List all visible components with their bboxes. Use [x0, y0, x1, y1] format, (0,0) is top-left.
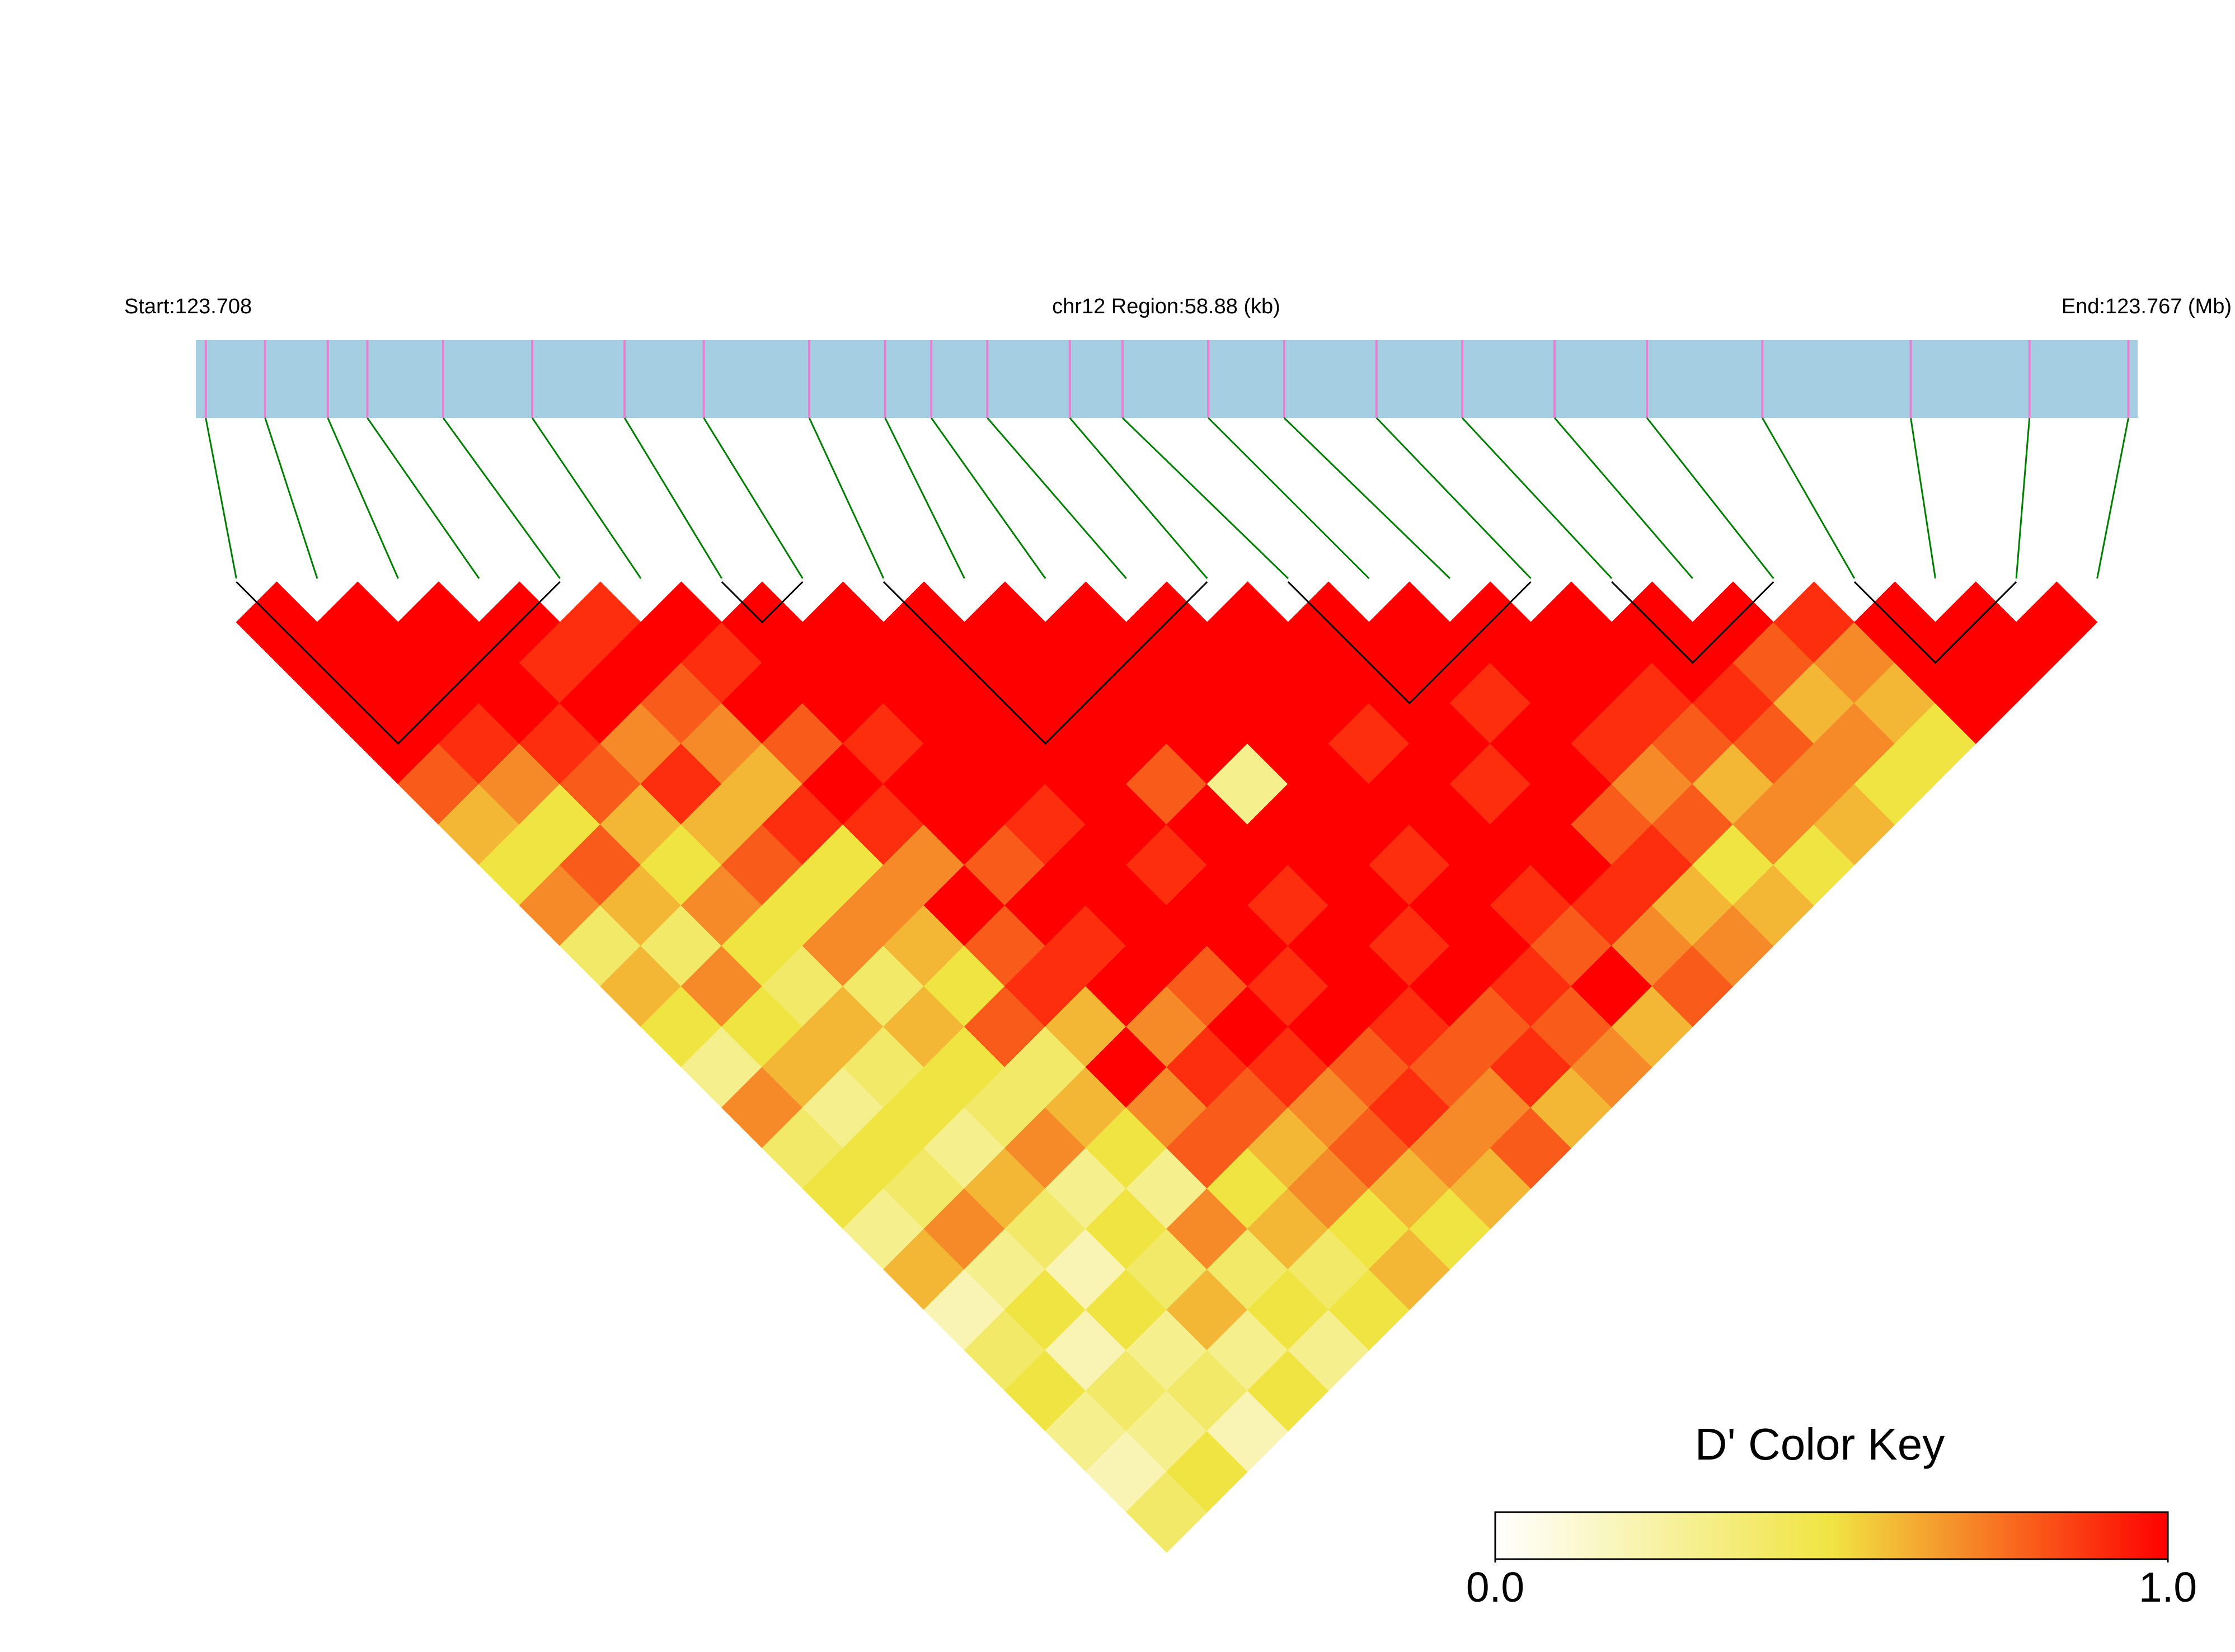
snp-link: [1553, 417, 1693, 579]
snp-link: [442, 417, 561, 579]
ld-block: [721, 581, 804, 624]
snp-link: [703, 417, 804, 579]
snp-link: [1283, 417, 1451, 580]
snp-link: [1461, 417, 1613, 580]
region-label: chr12 Region:58.88 (kb): [1052, 295, 1280, 318]
snp-link: [1069, 417, 1208, 579]
snp-link: [987, 417, 1127, 579]
snp-link: [930, 417, 1046, 579]
ld-block: [882, 581, 1208, 745]
snp-link: [264, 417, 318, 579]
snp-link: [1646, 417, 1774, 579]
color-key: [1494, 1511, 2169, 1560]
snp-link: [327, 417, 399, 579]
snp-link: [1121, 417, 1289, 580]
key-tick-label: 0.0: [1466, 1564, 1524, 1611]
snp-link: [623, 417, 723, 579]
ld-block: [1853, 581, 2017, 664]
snp-link: [1910, 417, 1937, 579]
key-title: D' Color Key: [1695, 1419, 1945, 1469]
ld-block: [236, 581, 561, 745]
snp-link: [884, 417, 965, 579]
end-label: End:123.767 (Mb): [2062, 295, 2232, 318]
snp-link: [531, 417, 642, 579]
snp-link: [1762, 417, 1856, 579]
ld-block: [1611, 581, 1774, 664]
key-tick-label: 1.0: [2139, 1564, 2197, 1611]
snp-link: [205, 417, 237, 579]
snp-link: [808, 417, 885, 579]
ld-block: [1287, 581, 1532, 704]
start-label: Start:123.708: [124, 295, 252, 318]
snp-link: [1375, 417, 1532, 580]
snp-link: [2096, 417, 2129, 579]
ld-cell: [2016, 581, 2098, 663]
region-bar: [196, 340, 2138, 418]
snp-link: [2015, 417, 2031, 579]
snp-link: [367, 417, 480, 579]
snp-link: [1208, 417, 1370, 580]
